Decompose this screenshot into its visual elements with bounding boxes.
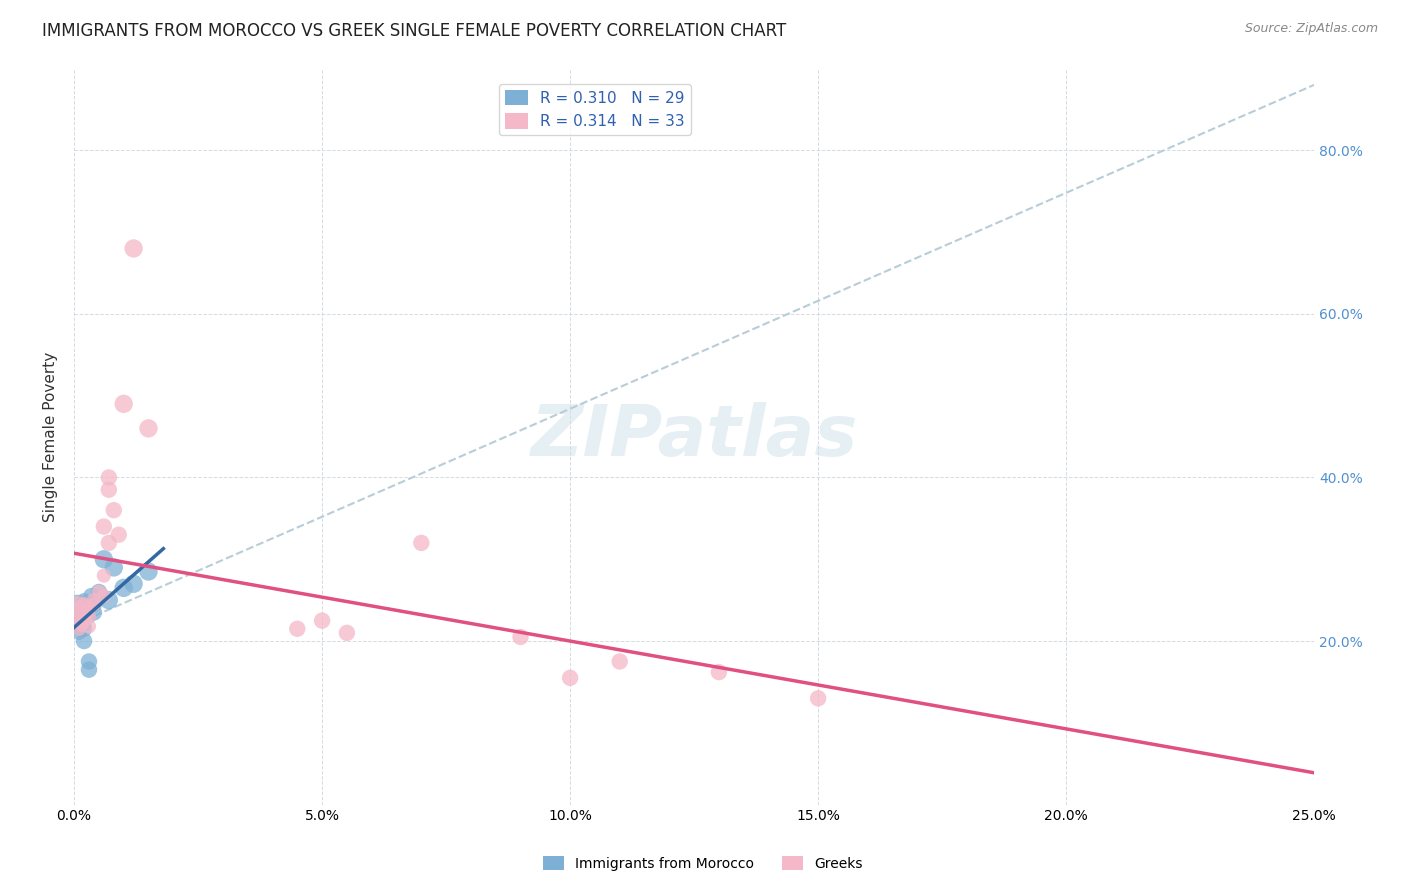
Point (411, 536, 433, 550)
Point (83, 606, 105, 620)
Point (70, 617, 93, 632)
Point (122, 242, 145, 256)
Point (73, 597, 96, 611)
Point (138, 565, 160, 579)
Point (67, 622, 90, 636)
Point (707, 665, 730, 679)
Point (509, 630, 531, 644)
Point (93, 552, 115, 566)
Point (336, 625, 359, 640)
Point (67, 617, 90, 632)
Point (609, 655, 631, 669)
Point (77, 655, 100, 669)
Point (73, 614, 96, 628)
Point (67, 625, 90, 640)
Point (97, 593, 120, 607)
Point (138, 421, 160, 435)
Point (77, 601, 100, 615)
Point (311, 614, 333, 628)
Point (558, 671, 581, 685)
Point (285, 622, 308, 636)
Point (67, 601, 90, 615)
Point (112, 397, 135, 411)
Point (93, 568, 115, 582)
Legend: Immigrants from Morocco, Greeks: Immigrants from Morocco, Greeks (538, 850, 868, 876)
Point (97, 470, 120, 484)
Point (83, 593, 105, 607)
Point (73, 606, 96, 620)
Point (807, 691, 830, 706)
Point (77, 609, 100, 624)
Point (80, 589, 103, 603)
Point (67, 622, 90, 636)
Text: ZIPatlas: ZIPatlas (530, 402, 858, 471)
Point (107, 527, 129, 541)
Point (77, 597, 100, 611)
Point (122, 576, 145, 591)
Point (73, 617, 96, 632)
Point (93, 519, 115, 533)
Point (77, 663, 100, 677)
Point (97, 483, 120, 497)
Point (97, 536, 120, 550)
Point (87, 585, 110, 599)
Point (67, 609, 90, 624)
Point (67, 606, 90, 620)
Point (77, 619, 100, 633)
Legend: R = 0.310   N = 29, R = 0.314   N = 33: R = 0.310 N = 29, R = 0.314 N = 33 (499, 84, 690, 136)
Point (73, 634, 96, 648)
Point (73, 593, 96, 607)
Point (70, 611, 93, 625)
Point (93, 589, 115, 603)
Point (83, 597, 105, 611)
Point (65, 619, 87, 633)
Text: Source: ZipAtlas.com: Source: ZipAtlas.com (1244, 22, 1378, 36)
Point (87, 585, 110, 599)
Point (77, 609, 100, 624)
Point (67, 609, 90, 624)
Point (65, 601, 87, 615)
Point (83, 597, 105, 611)
Point (103, 560, 125, 574)
Text: IMMIGRANTS FROM MOROCCO VS GREEK SINGLE FEMALE POVERTY CORRELATION CHART: IMMIGRANTS FROM MOROCCO VS GREEK SINGLE … (42, 22, 786, 40)
Point (65, 606, 87, 620)
Y-axis label: Single Female Poverty: Single Female Poverty (44, 351, 58, 522)
Point (112, 581, 135, 595)
Point (73, 622, 96, 636)
Point (67, 614, 90, 628)
Point (103, 503, 125, 517)
Point (73, 597, 96, 611)
